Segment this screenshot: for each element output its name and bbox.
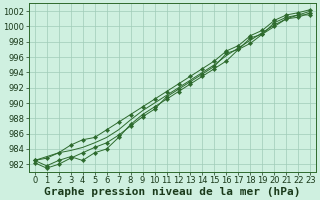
X-axis label: Graphe pression niveau de la mer (hPa): Graphe pression niveau de la mer (hPa) xyxy=(44,186,301,197)
